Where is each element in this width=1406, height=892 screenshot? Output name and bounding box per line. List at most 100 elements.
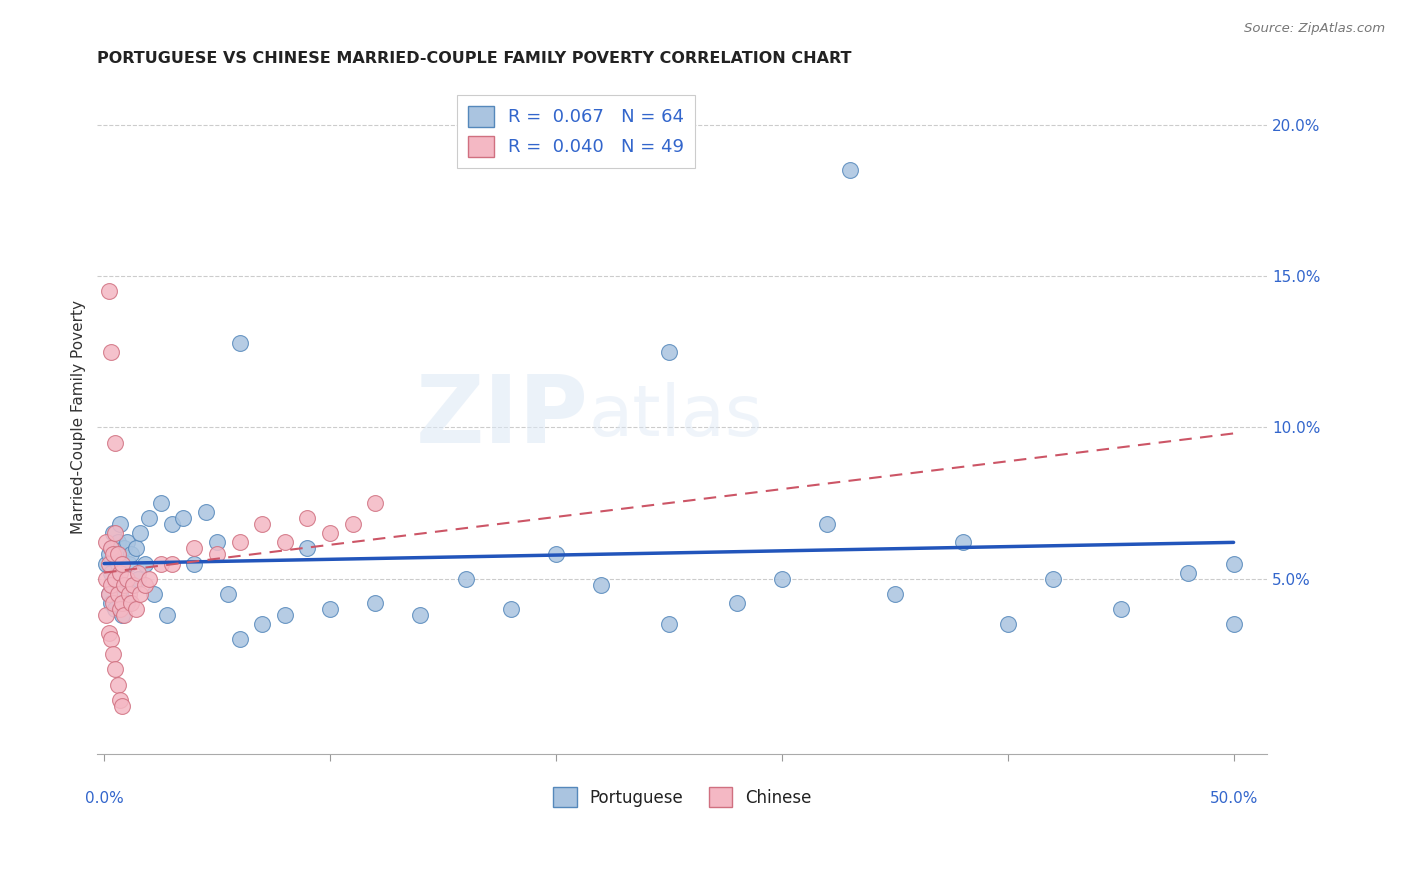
Point — [111, 557, 134, 571]
Point — [454, 572, 477, 586]
Point — [96, 535, 118, 549]
Point — [1222, 557, 1244, 571]
Point — [100, 632, 122, 647]
Y-axis label: Married-Couple Family Poverty: Married-Couple Family Poverty — [72, 300, 86, 533]
Point — [101, 526, 124, 541]
Point — [108, 602, 131, 616]
Point — [111, 698, 134, 713]
Point — [838, 163, 860, 178]
Point — [104, 663, 127, 677]
Point — [115, 535, 138, 549]
Text: PORTUGUESE VS CHINESE MARRIED-COUPLE FAMILY POVERTY CORRELATION CHART: PORTUGUESE VS CHINESE MARRIED-COUPLE FAM… — [97, 51, 852, 66]
Point — [883, 587, 905, 601]
Point — [770, 572, 793, 586]
Point — [96, 572, 118, 586]
Point — [409, 607, 432, 622]
Point — [138, 572, 160, 586]
Point — [108, 692, 131, 706]
Point — [108, 566, 131, 580]
Point — [107, 557, 129, 571]
Point — [952, 535, 974, 549]
Point — [228, 335, 250, 350]
Point — [125, 602, 148, 616]
Point — [1222, 617, 1244, 632]
Point — [107, 535, 129, 549]
Point — [114, 578, 136, 592]
Point — [115, 572, 138, 586]
Point — [100, 541, 122, 556]
Point — [156, 607, 179, 622]
Text: ZIP: ZIP — [416, 371, 589, 463]
Point — [104, 435, 127, 450]
Point — [364, 496, 387, 510]
Point — [127, 566, 149, 580]
Point — [101, 578, 124, 592]
Point — [725, 596, 748, 610]
Point — [499, 602, 522, 616]
Point — [104, 526, 127, 541]
Point — [97, 626, 120, 640]
Point — [115, 596, 138, 610]
Point — [149, 496, 172, 510]
Point — [1042, 572, 1064, 586]
Point — [194, 505, 217, 519]
Point — [319, 602, 342, 616]
Point — [217, 587, 239, 601]
Point — [96, 557, 118, 571]
Point — [228, 632, 250, 647]
Point — [100, 566, 122, 580]
Point — [118, 557, 141, 571]
Point — [97, 548, 120, 562]
Point — [107, 548, 129, 562]
Point — [100, 344, 122, 359]
Point — [118, 587, 141, 601]
Point — [97, 557, 120, 571]
Point — [100, 596, 122, 610]
Point — [274, 607, 297, 622]
Point — [297, 511, 319, 525]
Point — [149, 557, 172, 571]
Point — [111, 596, 134, 610]
Point — [274, 535, 297, 549]
Point — [252, 617, 274, 632]
Point — [1177, 566, 1199, 580]
Point — [104, 572, 127, 586]
Point — [591, 578, 613, 592]
Point — [544, 548, 567, 562]
Point — [107, 677, 129, 691]
Point — [97, 284, 120, 298]
Point — [252, 517, 274, 532]
Point — [997, 617, 1019, 632]
Point — [97, 587, 120, 601]
Point — [142, 587, 165, 601]
Point — [205, 535, 228, 549]
Point — [134, 578, 156, 592]
Point — [120, 548, 142, 562]
Point — [205, 548, 228, 562]
Point — [183, 541, 205, 556]
Point — [114, 607, 136, 622]
Point — [108, 517, 131, 532]
Point — [101, 648, 124, 662]
Point — [297, 541, 319, 556]
Point — [100, 578, 122, 592]
Point — [364, 596, 387, 610]
Point — [160, 517, 183, 532]
Point — [319, 526, 342, 541]
Point — [108, 587, 131, 601]
Point — [111, 607, 134, 622]
Point — [134, 557, 156, 571]
Point — [183, 557, 205, 571]
Point — [138, 511, 160, 525]
Point — [104, 572, 127, 586]
Point — [129, 526, 152, 541]
Text: atlas: atlas — [589, 383, 763, 451]
Point — [101, 596, 124, 610]
Legend: Portuguese, Chinese: Portuguese, Chinese — [547, 780, 818, 814]
Point — [114, 578, 136, 592]
Point — [658, 617, 681, 632]
Point — [104, 602, 127, 616]
Point — [122, 578, 145, 592]
Point — [129, 587, 152, 601]
Point — [104, 548, 127, 562]
